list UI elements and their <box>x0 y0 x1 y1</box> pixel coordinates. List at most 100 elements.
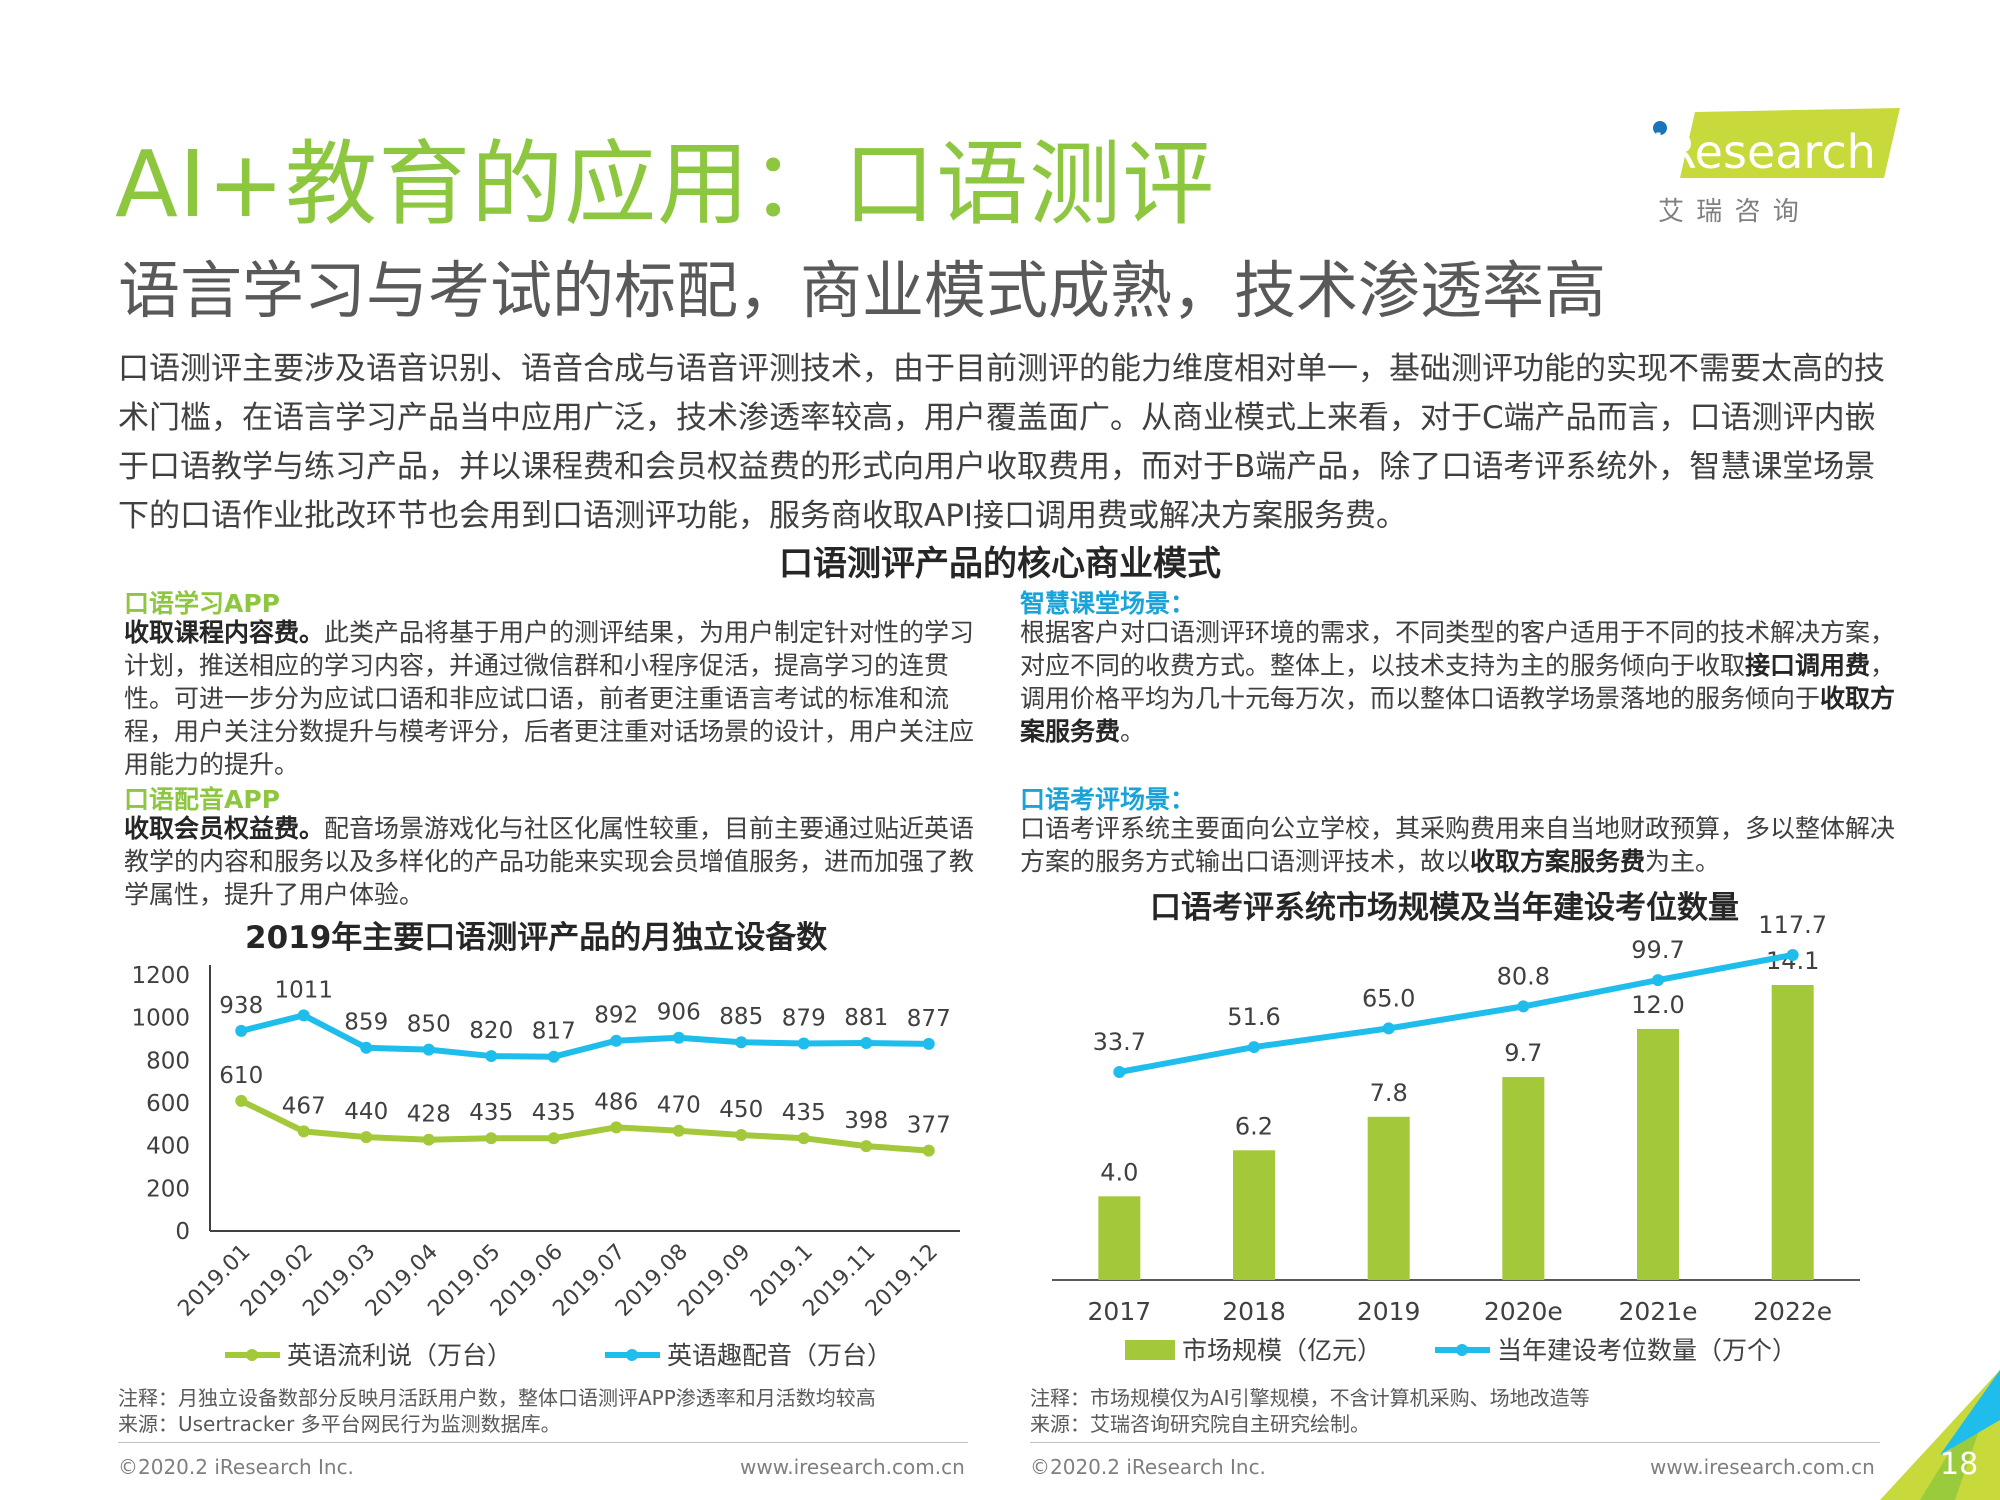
data-point <box>1382 1022 1395 1035</box>
series-line-1 <box>240 1012 929 1060</box>
data-point <box>797 1037 810 1050</box>
right-source: 来源：艾瑞咨询研究院自主研究绘制。 <box>1030 1412 1370 1436</box>
section-text-learning-app: 此类产品将基于用户的测评结果，为用户制定针对性的学习计划，推送相应的学习内容，并… <box>124 618 975 779</box>
bar-data-label: 6.2 <box>1235 1112 1273 1140</box>
line-data-label: 99.7 <box>1631 936 1684 964</box>
exam-bold-1: 收取方案服务费 <box>1470 847 1646 876</box>
core-model-heading: 口语测评产品的核心商业模式 <box>779 544 1221 584</box>
data-label: 892 <box>594 1003 638 1029</box>
data-point <box>422 1043 435 1056</box>
line-chart-title: 2019年主要口语测评产品的月独立设备数 <box>245 920 828 956</box>
data-point <box>1248 1041 1260 1054</box>
legend-label: 当年建设考位数量（万个） <box>1497 1336 1797 1365</box>
data-label: 610 <box>219 1063 263 1089</box>
y-tick-label: 1000 <box>131 1006 190 1032</box>
page-title: AI+教育的应用：口语测评 <box>115 131 1216 238</box>
bar <box>1771 985 1814 1280</box>
bar-data-label: 9.7 <box>1504 1039 1542 1067</box>
data-point <box>422 1133 435 1146</box>
left-source: 来源：Usertracker 多平台网民行为监测数据库。 <box>118 1412 561 1436</box>
data-label: 435 <box>532 1100 576 1126</box>
y-tick-label: 800 <box>146 1048 190 1074</box>
data-label: 377 <box>907 1113 951 1139</box>
data-point <box>297 1009 310 1022</box>
data-point <box>485 1050 498 1063</box>
exam-text-2: 为主。 <box>1645 847 1721 876</box>
data-label: 906 <box>657 1000 701 1026</box>
data-label: 850 <box>407 1012 451 1038</box>
series-line-0 <box>239 1098 929 1154</box>
data-label: 1011 <box>274 977 333 1003</box>
series-line-seats <box>1118 952 1794 1075</box>
y-tick-label: 1200 <box>131 963 190 989</box>
corner-triangle-green <box>1880 1370 2000 1500</box>
data-point <box>1786 949 1799 961</box>
bar <box>1233 1150 1275 1280</box>
page-number: 18 <box>1940 1447 1979 1482</box>
data-label: 885 <box>719 1004 763 1030</box>
smart-class-text-1: 根据客户对口语测评环境的需求，不同类型的客户适用于不同的技术解决方案，对应不同的… <box>1020 618 1896 680</box>
footer-url-left[interactable]: www.iresearch.com.cn <box>740 1455 965 1479</box>
data-point <box>360 1131 373 1144</box>
data-label: 859 <box>344 1010 388 1036</box>
x-tick-label: 2019 <box>1357 1297 1421 1326</box>
data-label: 470 <box>657 1093 701 1119</box>
data-point <box>235 1094 248 1107</box>
line-data-label: 65.0 <box>1362 984 1415 1012</box>
section-title-exam: 口语考评场景： <box>1020 785 1196 814</box>
footer-url-right[interactable]: www.iresearch.com.cn <box>1650 1455 1875 1479</box>
right-note: 注释：市场规模仅为AI引擎规模，不含计算机采购、场地改造等 <box>1030 1386 1590 1410</box>
x-tick-label: 2022e <box>1753 1297 1832 1326</box>
legend-swatch-marker <box>246 1349 258 1361</box>
combo-chart: 4.06.27.89.712.014.133.751.665.080.899.7… <box>1052 915 1860 1365</box>
left-note: 注释：月独立设备数部分反映月活跃用户数，整体口语测评APP渗透率和月活数均较高 <box>118 1386 876 1410</box>
data-label: 467 <box>282 1093 326 1119</box>
y-tick-label: 200 <box>146 1176 190 1202</box>
data-label: 877 <box>907 1006 951 1032</box>
x-tick-label: 2021e <box>1618 1297 1697 1326</box>
logo-graphic: iResearch 艾 瑞 咨 询 <box>1652 108 1900 227</box>
data-label: 938 <box>219 993 263 1019</box>
section-body-smart-class: 根据客户对口语测评环境的需求，不同类型的客户适用于不同的技术解决方案，对应不同的… <box>1020 616 1912 748</box>
line-data-label: 33.7 <box>1093 1028 1146 1056</box>
bar-data-label: 12.0 <box>1631 991 1684 1019</box>
legend-swatch-bar <box>1125 1340 1175 1360</box>
data-label: 817 <box>532 1019 576 1045</box>
combo-chart-title: 口语考评系统市场规模及当年建设考位数量 <box>1150 890 1739 926</box>
corner-decoration <box>1880 1370 2000 1500</box>
data-point <box>672 1031 685 1044</box>
data-point <box>1517 1000 1530 1013</box>
logo-brand-text: iResearch <box>1652 125 1876 179</box>
data-label: 435 <box>782 1100 826 1126</box>
data-point <box>1113 1066 1126 1078</box>
x-tick-label: 2017 <box>1088 1297 1152 1326</box>
section-title-smart-class: 智慧课堂场景： <box>1020 589 1196 618</box>
line-data-label: 51.6 <box>1227 1003 1280 1031</box>
section-bold-dubbing-app: 收取会员权益费。 <box>124 814 325 843</box>
data-label: 486 <box>594 1089 638 1115</box>
data-point <box>360 1041 373 1054</box>
y-tick-label: 0 <box>175 1219 190 1245</box>
data-label: 450 <box>719 1097 763 1123</box>
data-label: 398 <box>844 1108 888 1134</box>
data-point <box>672 1124 685 1137</box>
section-body-exam: 口语考评系统主要面向公立学校，其采购费用来自当地财政预算，多以整体解决方案的服务… <box>1020 812 1912 878</box>
data-point <box>610 1034 623 1047</box>
smart-class-text-2: ，调用价格平均为几十元每万次，而以整体口语教学场景落地的服务倾向于 <box>1020 651 1896 713</box>
data-point <box>860 1037 873 1050</box>
data-label: 820 <box>469 1018 513 1044</box>
logo-cn-text: 艾 瑞 咨 询 <box>1658 197 1801 227</box>
bar-data-label: 7.8 <box>1370 1079 1408 1107</box>
data-point <box>547 1132 560 1145</box>
data-label: 881 <box>844 1005 888 1031</box>
footer-divider-left <box>118 1442 968 1443</box>
data-point <box>735 1129 748 1141</box>
bar <box>1367 1116 1410 1280</box>
smart-class-bold-2: 收取方案服务费 <box>1020 684 1896 746</box>
y-tick-label: 600 <box>146 1091 190 1117</box>
data-point <box>297 1125 310 1138</box>
intro-paragraph: 口语测评主要涉及语音识别、语音合成与语音评测技术，由于目前测评的能力维度相对单一… <box>118 351 1885 534</box>
section-title-learning-app: 口语学习APP <box>124 589 280 618</box>
section-body-learning-app: 收取课程内容费。此类产品将基于用户的测评结果，为用户制定针对性的学习计划，推送相… <box>124 616 994 781</box>
logo-dot-icon <box>1653 121 1667 135</box>
